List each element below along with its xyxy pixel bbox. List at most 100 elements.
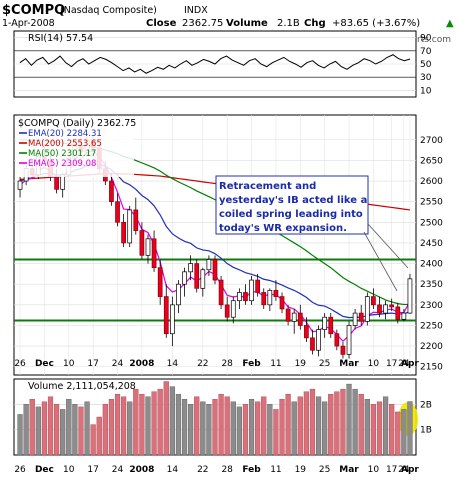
x-tick-label: Dec: [35, 359, 54, 369]
volume-bar: [181, 399, 188, 456]
volume-bar: [200, 401, 206, 456]
volume-bar: [66, 399, 72, 456]
volume-bar: [194, 396, 200, 456]
x-tick-label: 10: [63, 359, 75, 369]
candle: [316, 325, 321, 357]
volume-tick-label: 2B: [420, 400, 432, 410]
volume-bar: [133, 388, 139, 456]
candle: [127, 205, 133, 248]
candle-body: [279, 296, 285, 310]
x-tick-label-bottom: Dec: [35, 465, 54, 475]
x-axis-labels: 2626DecDec101017172424200820081414222228…: [14, 359, 419, 475]
candle: [194, 259, 200, 293]
candle-body: [182, 271, 187, 285]
legend-entry: EMA(20) 2284.31: [28, 129, 102, 139]
volume-bar: [407, 401, 413, 456]
volume-bar: [206, 404, 212, 456]
candle-body: [261, 292, 267, 306]
candle-body: [364, 296, 370, 322]
rsi-ticks: 10 30 50 70 90: [420, 34, 432, 97]
price-tick-label: 2600: [420, 177, 443, 187]
candle: [109, 172, 114, 206]
x-tick-label-bottom: 19: [295, 465, 307, 475]
x-tick-label: Apr: [401, 359, 419, 369]
x-tick-label-bottom: 22: [197, 465, 208, 475]
volume-bar: [108, 399, 115, 456]
volume-bar: [29, 399, 35, 456]
candle-body: [200, 269, 206, 289]
candle-body: [377, 304, 382, 314]
candle: [230, 296, 236, 324]
volume-bar: [303, 391, 309, 456]
candle: [121, 214, 126, 248]
candle: [249, 275, 254, 305]
candle: [310, 329, 315, 355]
candle-body: [352, 312, 358, 326]
rsi-panel: 10 30 50 70 90 RSI(14) 57.54: [13, 30, 432, 98]
candle-body: [145, 238, 151, 256]
price-tick-label: 2400: [420, 260, 443, 270]
volume-bar: [35, 406, 41, 456]
price-tick-label: 2500: [420, 218, 443, 228]
volume-tick-label: 1B: [420, 426, 432, 436]
candle: [328, 313, 334, 338]
x-tick-label-bottom: 26: [14, 465, 26, 475]
candle-body: [54, 176, 59, 190]
volume-bar: [273, 409, 279, 456]
candle: [340, 341, 346, 359]
volume-bar: [163, 381, 169, 456]
x-tick-label: 10: [368, 359, 380, 369]
volume-bar: [78, 406, 84, 456]
annotation-arrow-2: [367, 223, 409, 269]
candle: [279, 292, 285, 314]
candle-body: [322, 316, 328, 330]
volume-bar: [279, 399, 285, 456]
x-tick-label-bottom: Mar: [339, 465, 359, 475]
rsi-tick-label: 50: [420, 60, 432, 70]
volume-bar: [328, 394, 334, 456]
annotation-box: [215, 175, 369, 235]
volume-panel: 1B 2B Volume 2,111,054,208: [13, 378, 432, 456]
rsi-tick-label: 70: [420, 47, 432, 57]
candle-body: [139, 230, 145, 256]
candle-body: [170, 304, 175, 335]
candle: [212, 255, 218, 285]
price-tick-label: 2200: [420, 342, 443, 352]
x-tick-label-bottom: 10: [368, 465, 380, 475]
candle-body: [358, 312, 364, 322]
volume-bar: [340, 388, 346, 456]
candle: [395, 302, 401, 324]
price-tick-label: 2700: [420, 136, 443, 146]
x-tick-label: Feb: [242, 359, 261, 369]
volume-ticks: 1B 2B: [420, 400, 432, 435]
candle-body: [230, 300, 236, 318]
volume-bar: [54, 404, 60, 456]
candle-body: [17, 180, 23, 190]
x-tick-label: 22: [197, 359, 208, 369]
volume-bar: [382, 396, 389, 456]
chart-date: 1-Apr-2008: [2, 18, 55, 29]
volume-bar: [139, 394, 145, 456]
volume-bar: [102, 404, 108, 456]
chart-name: (Nasdaq Composite): [60, 5, 157, 16]
volume-bar: [346, 383, 352, 456]
volume-bar: [212, 399, 218, 456]
candle-body: [304, 325, 309, 339]
price-tick-label: 2650: [420, 156, 443, 166]
candle: [364, 292, 370, 326]
x-tick-label: 19: [295, 359, 307, 369]
price-panel: 2150 2200 2250 2300 2350 2400 2450 2500 2550 2600…: [13, 114, 443, 376]
volume-bar: [267, 404, 273, 456]
volume-bar: [376, 401, 383, 456]
candle: [139, 222, 145, 260]
up-arrow-icon: ▲: [446, 18, 454, 29]
candle-body: [115, 201, 120, 223]
candle-body: [133, 209, 139, 231]
price-tick-label: 2250: [420, 321, 443, 331]
x-tick-label: 28: [221, 359, 233, 369]
candle-body: [285, 308, 291, 322]
chg-value: +83.65 (+3.67%): [332, 18, 420, 29]
chg-label: Chg: [304, 18, 326, 29]
volume-bar: [297, 396, 303, 456]
candle: [206, 255, 212, 276]
